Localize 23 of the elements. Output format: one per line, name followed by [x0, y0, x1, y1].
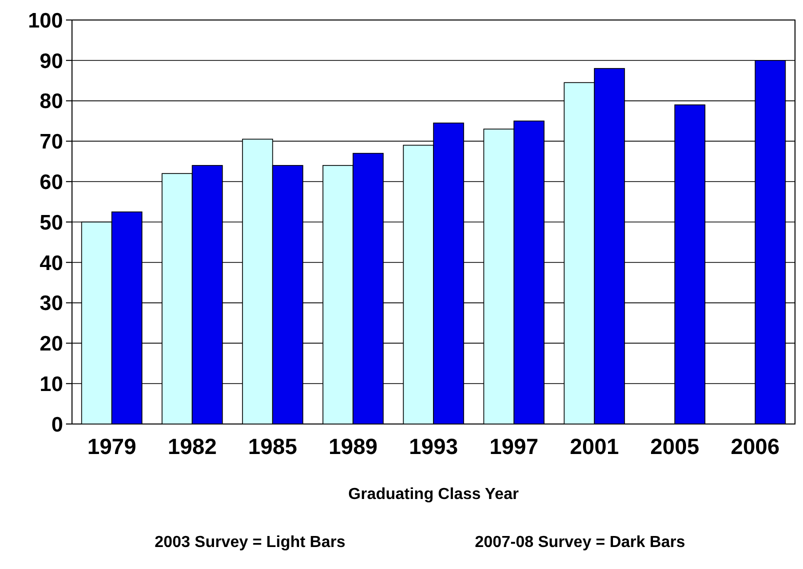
- x-tick-label: 1985: [248, 434, 298, 459]
- y-tick-label: 0: [51, 413, 63, 436]
- x-tick-label: 1993: [409, 434, 458, 459]
- y-tick-label: 90: [40, 50, 63, 73]
- y-tick-label: 40: [40, 252, 63, 275]
- y-tick-label: 60: [40, 170, 63, 194]
- text: 2003 Survey = Light Bars: [154, 534, 346, 551]
- x-tick-label: 2006: [730, 434, 780, 459]
- y-tick-label: 70: [40, 130, 63, 154]
- x-tick-label: 2005: [650, 434, 700, 459]
- y-tick-label: 20: [40, 332, 63, 356]
- x-tick-label: 1979: [87, 434, 136, 459]
- y-tick-label: 80: [40, 90, 63, 114]
- x-tick-label: 1989: [328, 434, 378, 459]
- text: 2007-08 Survey = Dark Bars: [474, 534, 686, 551]
- y-tick-label: 10: [40, 372, 63, 396]
- x-tick-label: 1982: [168, 434, 217, 459]
- y-tick-label: 50: [40, 211, 63, 234]
- x-tick-label: 1997: [489, 434, 538, 459]
- y-tick-label: 100: [28, 9, 63, 32]
- x-tick-label: 2001: [570, 434, 619, 459]
- y-tick-label: 30: [40, 292, 63, 316]
- x-axis-title: Graduating Class Year: [348, 486, 519, 503]
